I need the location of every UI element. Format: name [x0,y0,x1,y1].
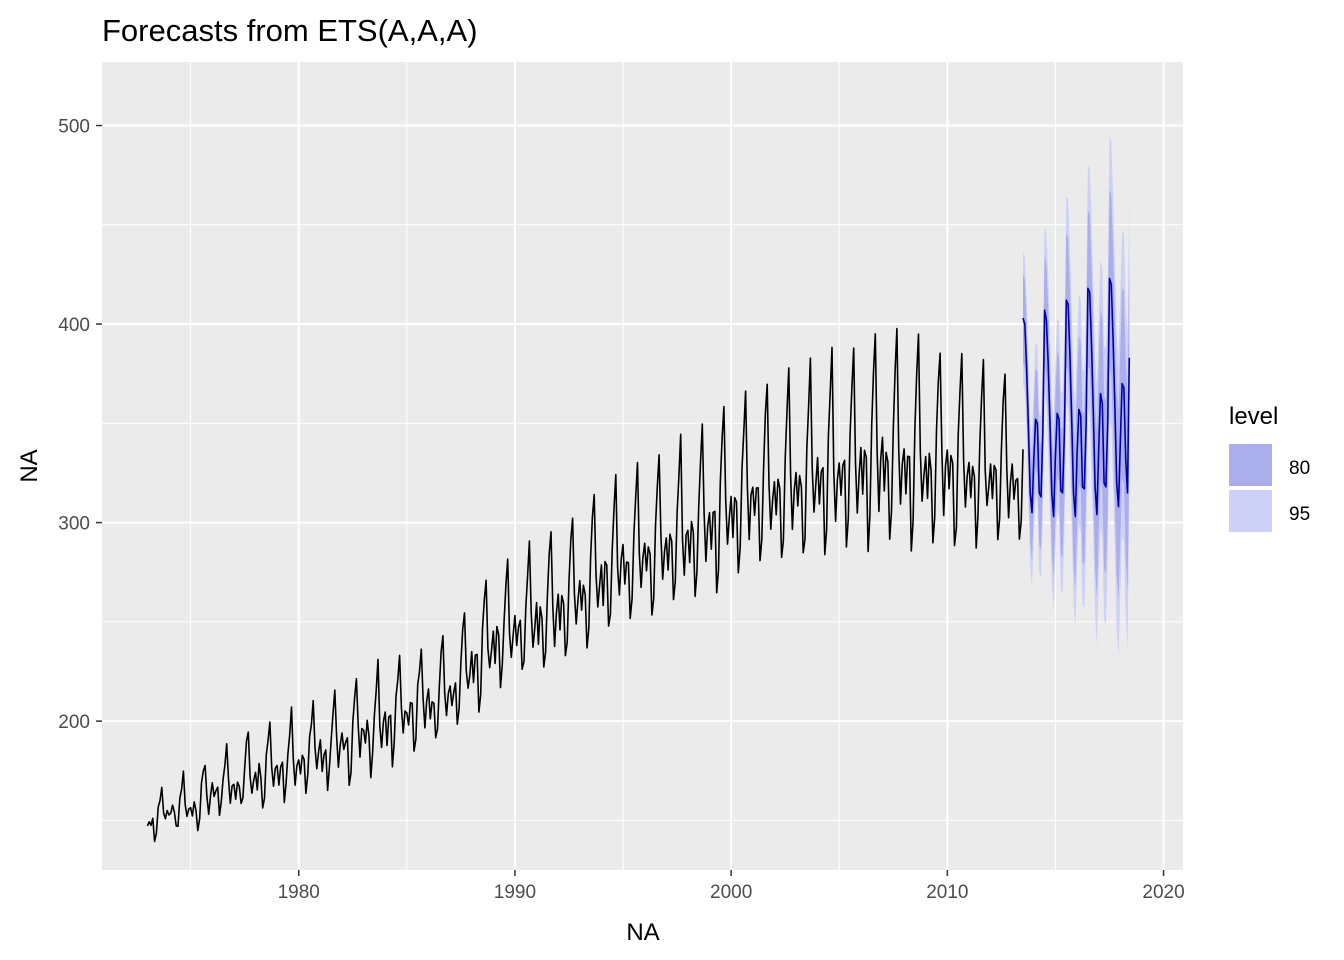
legend-swatch-80 [1229,444,1272,486]
series-lines [146,277,1131,843]
band-80 [1023,189,1130,601]
history-line [146,327,1024,843]
x-tick-label: 1990 [494,882,536,903]
legend: level 80 95 [1229,403,1310,532]
forecast-bands [1023,137,1130,656]
x-axis-label: NA [626,919,659,946]
plot-panel [102,62,1183,870]
legend-label-80: 80 [1289,458,1310,479]
legend-title: level [1229,403,1278,430]
x-tick-label: 2010 [926,882,968,903]
y-tick-label: 300 [58,514,90,535]
y-tick-label: 400 [58,315,90,336]
chart-title: Forecasts from ETS(A,A,A) [102,13,478,48]
y-axis-label: NA [16,449,43,482]
axes: 200 300 400 500 1980 1990 2000 2010 2020 [58,117,1184,903]
x-tick-label: 2020 [1142,882,1184,903]
x-tick-label: 2000 [710,882,752,903]
legend-swatch-95 [1229,490,1272,532]
legend-label-95: 95 [1289,504,1310,525]
y-tick-label: 200 [58,712,90,733]
forecast-line [1022,277,1131,518]
x-tick-label: 1980 [278,882,320,903]
y-tick-label: 500 [58,117,90,138]
band-95 [1023,137,1130,656]
